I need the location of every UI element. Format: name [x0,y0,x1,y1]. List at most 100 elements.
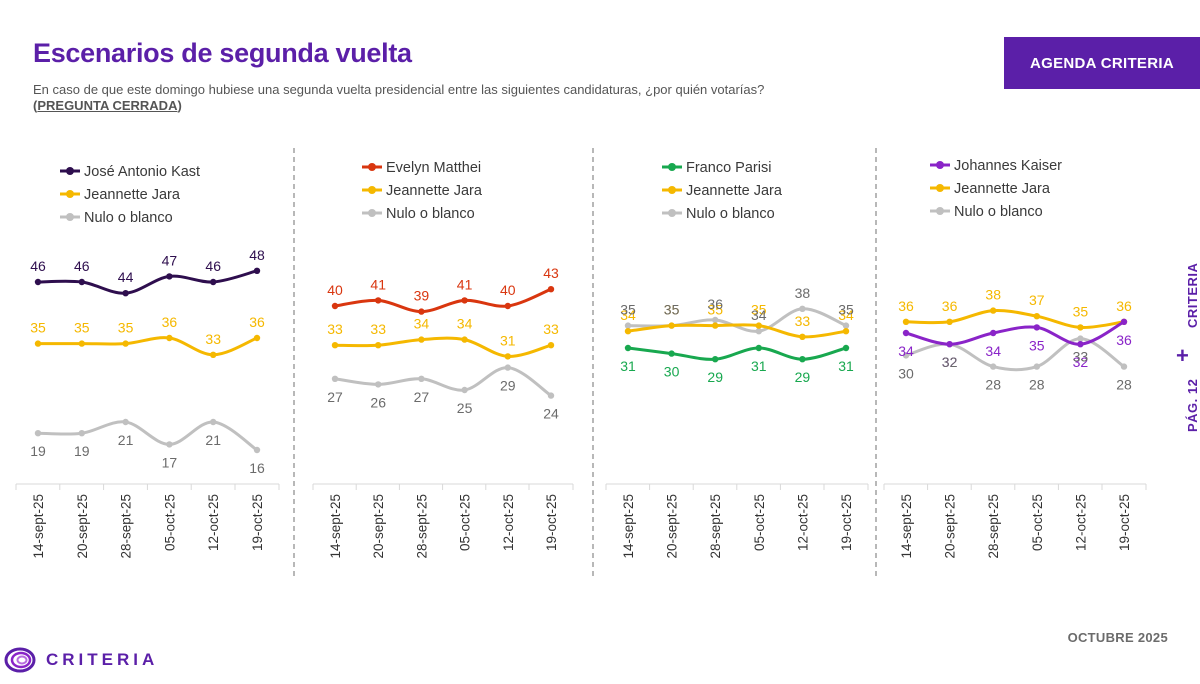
legend-entry: Nulo o blanco [686,206,775,222]
x-tick-label: 14-sept-25 [899,494,914,559]
x-tick-label: 12-oct-25 [795,494,810,551]
legend-swatch-dot [66,167,74,175]
x-tick-label: 28-sept-25 [119,494,134,559]
data-point [34,340,42,347]
data-label: 33 [1073,349,1089,365]
data-point [122,340,129,347]
x-tick-label: 20-sept-25 [75,494,90,559]
data-point [799,356,806,363]
data-point [166,441,173,448]
data-label: 46 [205,258,221,274]
x-tick-label: 20-sept-25 [665,494,680,559]
data-point [547,286,555,293]
data-label: 35 [664,302,680,318]
data-label: 33 [205,331,221,347]
x-tick-label: 05-oct-25 [752,494,767,551]
data-point [946,318,953,325]
x-tick-label: 20-sept-25 [943,494,958,559]
data-point [375,381,382,388]
legend-swatch-dot [668,163,676,171]
data-point [547,342,555,349]
x-tick-label: 14-sept-25 [31,494,46,559]
data-label: 39 [414,288,430,304]
data-label: 38 [795,285,811,301]
criteria-logo-text: CRITERIA [46,650,159,669]
legend-entry: Jeannette Jara [84,187,181,203]
data-point [842,328,850,335]
data-point [375,342,382,349]
data-point [712,322,719,329]
data-point [755,328,762,335]
data-label: 33 [370,321,386,337]
data-point [1077,335,1084,342]
data-label: 28 [1029,377,1045,393]
data-point [78,340,86,347]
x-tick-label: 12-oct-25 [206,494,221,551]
x-tick-label: 05-oct-25 [1030,494,1045,551]
data-point [504,353,511,360]
data-label: 30 [898,365,914,381]
data-point [946,341,953,348]
data-label: 36 [249,314,265,330]
closed-question-label: PREGUNTA CERRADA [37,98,178,113]
data-label: 47 [162,252,178,268]
legend-swatch-dot [936,207,944,215]
data-label: 29 [707,369,723,385]
data-point [122,290,129,297]
report-date: OCTUBRE 2025 [1067,630,1168,645]
data-label: 35 [30,320,46,336]
data-point [375,297,382,304]
data-label: 43 [543,265,559,281]
data-point [1120,363,1128,370]
data-label: 35 [838,302,854,318]
data-label: 34 [414,316,430,332]
data-point [902,329,910,337]
data-label: 17 [162,454,178,470]
data-label: 38 [985,287,1001,303]
legend-swatch-dot [368,209,376,217]
data-label: 21 [205,432,221,448]
data-point [1077,324,1084,331]
data-label: 19 [30,443,46,459]
side-brand-strip: PÁG. 12 + CRITERIA [1167,250,1200,440]
data-point [990,329,997,337]
agenda-criteria-badge: AGENDA CRITERIA [1004,37,1200,89]
data-point [902,352,910,359]
data-label: 28 [985,377,1001,393]
data-label: 34 [457,316,473,332]
data-point [504,302,511,310]
data-point [712,316,719,324]
data-label: 41 [370,276,386,292]
data-point [418,308,425,315]
data-point [34,278,42,286]
legend-swatch-dot [936,161,944,169]
data-point [547,392,555,399]
data-label: 34 [751,307,767,323]
data-point [755,322,762,329]
series-line [36,269,259,295]
data-point [712,356,719,363]
series-line [333,366,553,398]
data-point [461,336,468,343]
data-label: 35 [118,320,134,336]
x-tick-label: 28-sept-25 [708,494,723,559]
data-label: 29 [500,378,516,394]
data-label: 41 [457,276,473,292]
data-label: 31 [838,358,854,374]
legend-entry: José Antonio Kast [84,164,200,180]
data-label: 35 [1029,337,1045,353]
data-label: 27 [327,389,343,405]
question-body: En caso de que este domingo hubiese una … [33,82,765,97]
data-label: 44 [118,269,134,285]
data-point [122,418,129,426]
x-tick-label: 28-sept-25 [414,494,429,559]
data-label: 27 [414,389,430,405]
data-point [755,344,762,352]
data-point [461,386,468,394]
legend-swatch-dot [936,184,944,192]
data-label: 36 [162,314,178,330]
legend-entry: Jeannette Jara [386,183,483,199]
data-label: 46 [30,258,46,274]
data-point [253,334,261,342]
